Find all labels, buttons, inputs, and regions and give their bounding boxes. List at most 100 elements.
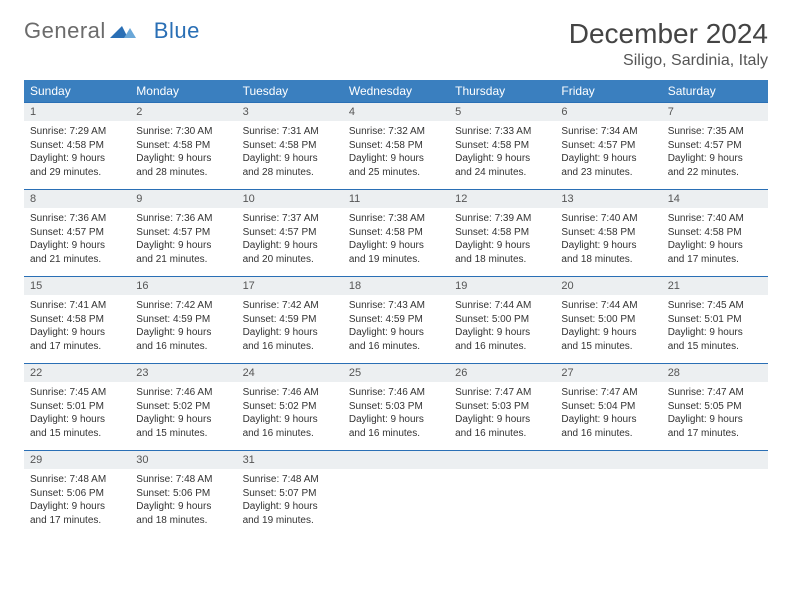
day-line: Daylight: 9 hours [30, 152, 124, 166]
day-number-cell: 14 [662, 190, 768, 209]
day-line: Daylight: 9 hours [561, 152, 655, 166]
day-line: and 24 minutes. [455, 166, 549, 180]
header: General Blue December 2024 Siligo, Sardi… [24, 18, 768, 70]
day-line: Sunrise: 7:46 AM [136, 386, 230, 400]
day-number-cell [343, 451, 449, 470]
day-number-cell: 8 [24, 190, 130, 209]
day-line: and 16 minutes. [561, 427, 655, 441]
day-body-cell [449, 469, 555, 537]
day-line: Sunrise: 7:46 AM [243, 386, 337, 400]
day-body-cell: Sunrise: 7:48 AMSunset: 5:07 PMDaylight:… [237, 469, 343, 537]
day-number-cell: 18 [343, 277, 449, 296]
day-line: Sunset: 5:02 PM [136, 400, 230, 414]
day-line: and 16 minutes. [455, 427, 549, 441]
day-line: Sunrise: 7:41 AM [30, 299, 124, 313]
logo-text-1: General [24, 18, 106, 44]
day-body-cell [662, 469, 768, 537]
day-number-cell: 1 [24, 103, 130, 122]
day-line: Sunrise: 7:47 AM [455, 386, 549, 400]
day-line: Sunrise: 7:42 AM [243, 299, 337, 313]
day-line: Sunrise: 7:34 AM [561, 125, 655, 139]
day-number-cell [555, 451, 661, 470]
day-number-cell: 13 [555, 190, 661, 209]
day-header: Tuesday [237, 80, 343, 103]
day-line: and 19 minutes. [349, 253, 443, 267]
day-line: Sunset: 4:57 PM [243, 226, 337, 240]
page-title: December 2024 [569, 18, 768, 50]
day-line: Daylight: 9 hours [561, 326, 655, 340]
day-line: Sunset: 5:06 PM [30, 487, 124, 501]
day-line: Sunset: 5:01 PM [30, 400, 124, 414]
day-line: Sunset: 4:58 PM [455, 226, 549, 240]
day-line: Sunrise: 7:48 AM [243, 473, 337, 487]
day-line: and 18 minutes. [561, 253, 655, 267]
week-row: Sunrise: 7:45 AMSunset: 5:01 PMDaylight:… [24, 382, 768, 451]
day-body-cell: Sunrise: 7:31 AMSunset: 4:58 PMDaylight:… [237, 121, 343, 190]
day-line: Daylight: 9 hours [668, 152, 762, 166]
day-body-cell [555, 469, 661, 537]
day-number-cell: 11 [343, 190, 449, 209]
location-subtitle: Siligo, Sardinia, Italy [569, 52, 768, 70]
day-body-cell: Sunrise: 7:35 AMSunset: 4:57 PMDaylight:… [662, 121, 768, 190]
day-line: Sunset: 5:07 PM [243, 487, 337, 501]
day-line: and 17 minutes. [668, 427, 762, 441]
day-line: Daylight: 9 hours [30, 326, 124, 340]
day-line: and 18 minutes. [136, 514, 230, 528]
day-number-cell: 4 [343, 103, 449, 122]
day-line: Daylight: 9 hours [30, 239, 124, 253]
day-body-cell: Sunrise: 7:39 AMSunset: 4:58 PMDaylight:… [449, 208, 555, 277]
logo-mark-icon [110, 18, 136, 44]
day-number-cell: 2 [130, 103, 236, 122]
day-line: Sunset: 4:58 PM [136, 139, 230, 153]
day-line: Sunrise: 7:35 AM [668, 125, 762, 139]
day-line: Daylight: 9 hours [243, 500, 337, 514]
day-line: Daylight: 9 hours [243, 239, 337, 253]
day-line: Sunset: 4:58 PM [349, 226, 443, 240]
day-line: and 17 minutes. [30, 514, 124, 528]
day-header: Wednesday [343, 80, 449, 103]
day-line: and 22 minutes. [668, 166, 762, 180]
day-line: Sunrise: 7:46 AM [349, 386, 443, 400]
day-line: and 29 minutes. [30, 166, 124, 180]
day-header: Sunday [24, 80, 130, 103]
day-line: Daylight: 9 hours [668, 239, 762, 253]
day-line: Sunrise: 7:33 AM [455, 125, 549, 139]
day-line: Sunrise: 7:47 AM [561, 386, 655, 400]
day-line: and 21 minutes. [30, 253, 124, 267]
day-line: Sunset: 4:57 PM [136, 226, 230, 240]
day-line: Sunrise: 7:38 AM [349, 212, 443, 226]
day-body-cell: Sunrise: 7:33 AMSunset: 4:58 PMDaylight:… [449, 121, 555, 190]
day-number-cell: 28 [662, 364, 768, 383]
day-body-cell: Sunrise: 7:36 AMSunset: 4:57 PMDaylight:… [24, 208, 130, 277]
day-line: and 23 minutes. [561, 166, 655, 180]
day-line: Daylight: 9 hours [455, 413, 549, 427]
day-body-cell: Sunrise: 7:42 AMSunset: 4:59 PMDaylight:… [237, 295, 343, 364]
day-line: Sunset: 5:00 PM [561, 313, 655, 327]
day-line: and 21 minutes. [136, 253, 230, 267]
day-number-cell: 24 [237, 364, 343, 383]
day-number-cell: 7 [662, 103, 768, 122]
daynum-row: 1234567 [24, 103, 768, 122]
day-line: Daylight: 9 hours [668, 413, 762, 427]
day-number-cell: 6 [555, 103, 661, 122]
day-line: Sunset: 4:59 PM [243, 313, 337, 327]
day-number-cell: 3 [237, 103, 343, 122]
day-body-cell: Sunrise: 7:42 AMSunset: 4:59 PMDaylight:… [130, 295, 236, 364]
day-number-cell: 23 [130, 364, 236, 383]
day-line: Daylight: 9 hours [136, 500, 230, 514]
day-line: Sunset: 4:58 PM [349, 139, 443, 153]
day-number-cell: 25 [343, 364, 449, 383]
day-line: Sunset: 4:57 PM [30, 226, 124, 240]
day-header: Thursday [449, 80, 555, 103]
day-line: Sunset: 5:06 PM [136, 487, 230, 501]
day-line: and 17 minutes. [668, 253, 762, 267]
day-body-cell: Sunrise: 7:48 AMSunset: 5:06 PMDaylight:… [24, 469, 130, 537]
day-line: Sunset: 4:57 PM [561, 139, 655, 153]
day-line: Daylight: 9 hours [136, 413, 230, 427]
day-line: Sunrise: 7:32 AM [349, 125, 443, 139]
day-body-cell: Sunrise: 7:45 AMSunset: 5:01 PMDaylight:… [24, 382, 130, 451]
day-body-cell: Sunrise: 7:47 AMSunset: 5:03 PMDaylight:… [449, 382, 555, 451]
day-body-cell: Sunrise: 7:40 AMSunset: 4:58 PMDaylight:… [662, 208, 768, 277]
day-line: Daylight: 9 hours [561, 239, 655, 253]
day-line: and 17 minutes. [30, 340, 124, 354]
